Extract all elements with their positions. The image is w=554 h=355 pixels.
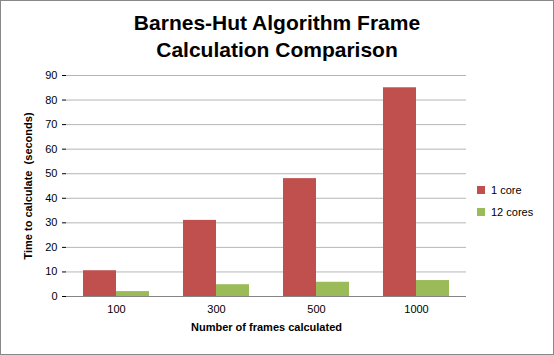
svg-text:80: 80: [45, 94, 57, 106]
svg-text:60: 60: [45, 143, 57, 155]
svg-text:70: 70: [45, 118, 57, 130]
svg-text:90: 90: [45, 69, 57, 81]
svg-text:50: 50: [45, 167, 57, 179]
svg-text:Time to calculate (seconds): Time to calculate (seconds): [22, 112, 34, 259]
svg-text:0: 0: [51, 290, 57, 302]
svg-text:30: 30: [45, 216, 57, 228]
svg-text:40: 40: [45, 192, 57, 204]
svg-text:300: 300: [207, 303, 225, 315]
html-text:1 core: 1 core: [491, 183, 522, 196]
html-text:12 cores: 12 cores: [491, 205, 534, 218]
svg-text:1000: 1000: [404, 303, 428, 315]
svg-text:10: 10: [45, 265, 57, 277]
svg-text:100: 100: [107, 303, 125, 315]
svg-text:500: 500: [307, 303, 325, 315]
html-text:Barnes-Hut Algorithm Frame Cal: Barnes-Hut Algorithm Frame Calculation C…: [133, 11, 421, 61]
svg-text:Number of frames calculated: Number of frames calculated: [191, 321, 342, 333]
svg-text:20: 20: [45, 241, 57, 253]
